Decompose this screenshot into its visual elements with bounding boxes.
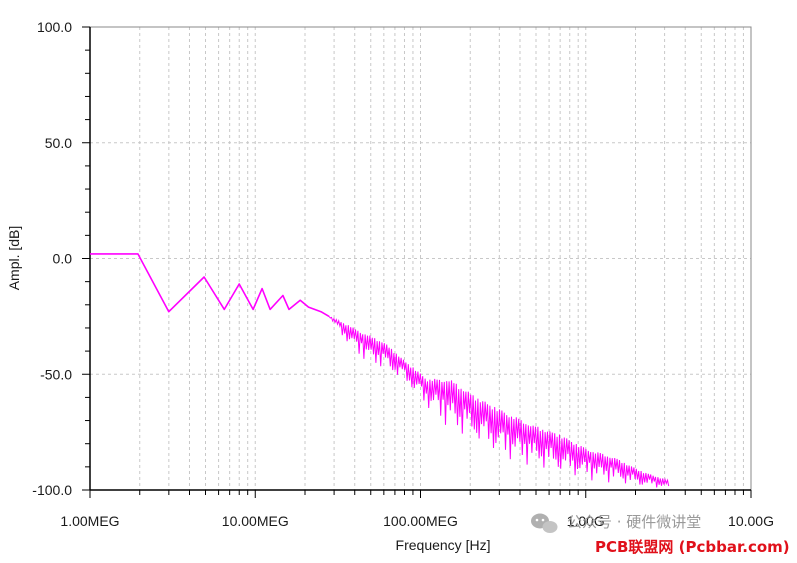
wechat-logo-icon [531,513,558,533]
watermark: 公众号 · 硬件微讲堂 PCB联盟网 (Pcbbar.com) [531,513,790,556]
series-line [90,253,330,318]
y-axis-title: Ampl. [dB] [6,226,22,291]
x-tick-label: 10.00G [728,513,774,529]
series-oscillation [328,316,670,488]
y-tick-label: -100.0 [32,482,72,498]
watermark-line1: 公众号 · 硬件微讲堂 [567,513,701,531]
x-tick-label: 10.00MEG [222,513,289,529]
y-tick-label: 100.0 [37,19,72,35]
x-tick-label: 1.00G [567,513,605,529]
grid [90,27,751,490]
x-tick-label: 1.00MEG [60,513,119,529]
watermark-line2: PCB联盟网 (Pcbbar.com) [595,538,790,556]
axes [82,26,752,498]
y-tick-label: -50.0 [40,366,72,382]
y-tick-label: 50.0 [45,135,72,151]
x-tick-label: 100.00MEG [383,513,458,529]
tick-labels: 1.00MEG 10.00MEG 100.00MEG 1.00G 10.00G 100.0… [32,19,774,529]
x-axis-title: Frequency [Hz] [396,537,491,553]
y-tick-label: 0.0 [53,251,73,267]
